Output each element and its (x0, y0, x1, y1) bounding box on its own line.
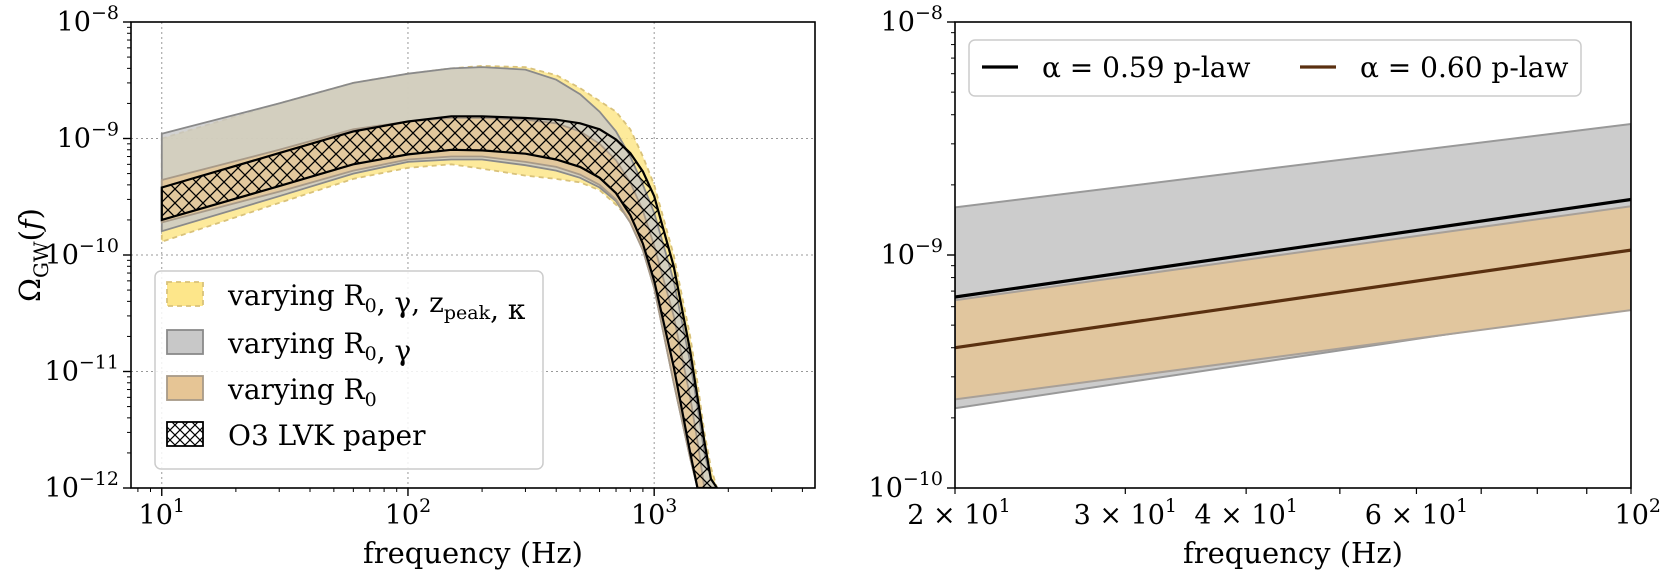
right-chart-panel: 2 × 101 3 × 101 4 × 101 6 × 101 102 10−8 10−9 1… (869, 2, 1661, 570)
right-tick-labels: 2 × 101 3 × 101 4 × 101 6 × 101 102 10−8 10−9 1… (869, 2, 1661, 531)
left-band-series-3 (160, 115, 719, 488)
right-legend-label-1: α = 0.60 p-law (1360, 51, 1568, 84)
left-y-tick-label: 10−8 (57, 2, 119, 38)
left-legend-label-1: varying R0, γ (227, 327, 411, 367)
right-series-line-0 (955, 197, 1631, 299)
right-y-tick-label: 10−10 (869, 468, 943, 504)
left-legend-swatch-2 (166, 375, 204, 401)
left-x-tick-label: 101 (139, 495, 185, 531)
right-x-tick-label: 2 × 101 (907, 495, 1010, 531)
right-band-1 (955, 205, 1631, 401)
left-x-tick-label: 103 (631, 495, 677, 531)
left-legend-swatch-3 (166, 421, 204, 447)
right-y-tick-label: 10−9 (881, 235, 943, 271)
left-bands (160, 64, 719, 488)
left-y-tick-label: 10−9 (57, 119, 119, 155)
right-legend-label-0: α = 0.59 p-law (1042, 51, 1250, 84)
right-x-tick-label: 4 × 101 (1194, 495, 1297, 531)
left-legend-label-0: varying R0, γ, zpeak, κ (227, 279, 526, 326)
left-legend-swatch-0 (166, 281, 204, 307)
left-legend-label-3: O3 LVK paper (228, 419, 426, 452)
left-ticks (123, 21, 803, 496)
left-tick-labels: 101 102 103 10−8 10−9 10−10 10−11 10−12 (45, 2, 678, 531)
right-legend: α = 0.59 p-law α = 0.60 p-law (968, 39, 1582, 97)
right-x-tick-label: 3 × 101 (1074, 495, 1177, 531)
right-ticks (947, 21, 1632, 494)
left-legend-label-2: varying R0 (227, 373, 377, 411)
left-y-tick-label: 10−12 (45, 468, 119, 504)
left-x-axis-label: frequency (Hz) (363, 536, 583, 570)
right-lines (955, 197, 1631, 350)
left-y-tick-label: 10−11 (45, 352, 119, 388)
right-legend-frame (968, 39, 1582, 97)
right-bands (955, 122, 1631, 410)
right-x-tick-label: 102 (1615, 495, 1661, 531)
right-series-line-1 (955, 248, 1631, 350)
left-y-tick-label: 10−10 (45, 235, 119, 271)
left-y-axis-label: ΩGW(f) (13, 208, 53, 302)
left-x-tick-label: 102 (385, 495, 431, 531)
right-x-axis-label: frequency (Hz) (1183, 536, 1403, 570)
left-legend-frame (154, 270, 544, 470)
right-x-tick-label: 6 × 101 (1365, 495, 1468, 531)
left-chart-panel: 101 102 103 10−8 10−9 10−10 10−11 10−12 frequen… (13, 2, 816, 570)
right-y-tick-label: 10−8 (881, 2, 943, 38)
left-legend-swatch-1 (166, 329, 204, 355)
